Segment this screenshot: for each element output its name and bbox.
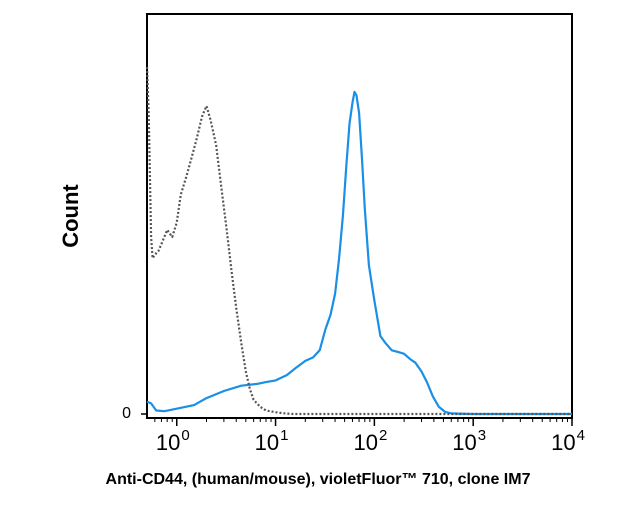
ticks-layer: 100 101 102 103 104 0 — [122, 405, 585, 455]
x-tick-label: 104 — [551, 427, 585, 455]
x-tick-label: 102 — [353, 427, 387, 455]
x-tick-label: 101 — [255, 427, 289, 455]
y-axis-title: Count — [58, 184, 83, 248]
x-tick-label: 103 — [452, 427, 486, 455]
y-tick-label: 0 — [122, 405, 131, 422]
series-layer — [145, 67, 572, 416]
series-isotype-control-line — [145, 67, 572, 416]
series-stained-line — [146, 90, 572, 416]
plot-frame — [146, 13, 573, 419]
x-tick-label: 100 — [156, 427, 190, 455]
x-axis-title: Anti-CD44, (human/mouse), violetFluor™ 7… — [106, 471, 531, 488]
